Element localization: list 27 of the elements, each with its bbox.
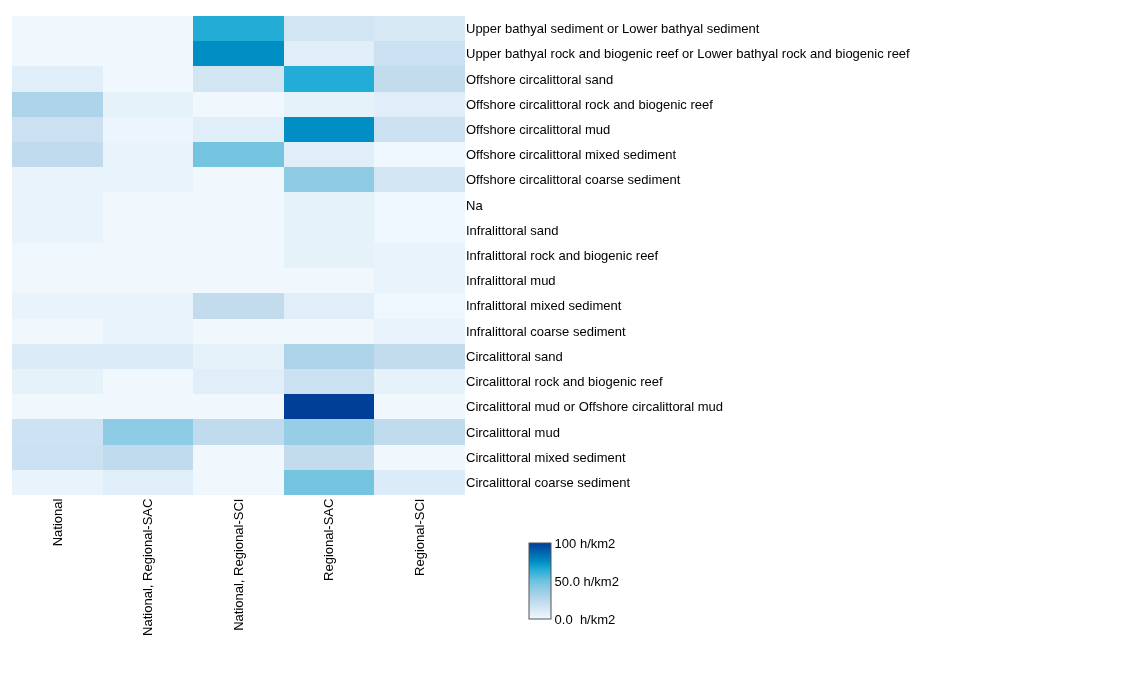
- y-tick-label: Na: [466, 197, 484, 213]
- y-tick-label: Offshore circalittoral rock and biogenic reef: [466, 96, 714, 112]
- y-tick-label: Offshore circalittoral mixed sediment: [466, 147, 677, 163]
- color-bar-label: 50.0 h/km2: [554, 573, 619, 589]
- y-tick-label: Circalittoral rock and biogenic reef: [466, 374, 663, 390]
- color-bar-label: 0.0 h/km2: [554, 611, 616, 627]
- y-tick-label: Infralittoral sand: [466, 222, 559, 238]
- y-tick-label: Upper bathyal sediment or Lower bathyal sediment: [466, 21, 760, 37]
- y-tick-label: Circalittoral mud: [466, 424, 560, 440]
- y-tick-label: Offshore circalittoral mud: [466, 122, 611, 137]
- y-tick-label: Offshore circalittoral sand: [466, 71, 614, 87]
- x-tick-label: Regional-SAC: [321, 498, 337, 581]
- color-bar-label: 100 h/km2: [554, 535, 616, 551]
- y-tick-label: Upper bathyal rock and biogenic reef or Lower bathyal rock and biogenic reef: [466, 46, 911, 62]
- y-tick-label: Circalittoral coarse sediment: [466, 474, 631, 490]
- y-tick-label: Circalittoral mud or Offshore circalittoral mud: [466, 399, 723, 415]
- x-tick-label: National, Regional-SAC: [140, 498, 156, 636]
- y-tick-label: Infralittoral mixed sediment: [466, 298, 622, 314]
- x-tick-label: Regional-SCI: [411, 498, 427, 576]
- y-tick-label: Infralittoral mud: [466, 273, 556, 289]
- y-tick-label: Infralittoral rock and biogenic reef: [466, 248, 659, 264]
- x-tick-label: National: [49, 498, 65, 547]
- y-tick-label: Offshore circalittoral coarse sediment: [466, 172, 681, 188]
- y-tick-label: Circalittoral sand: [466, 348, 563, 364]
- x-tick-label: National, Regional-SCI: [230, 498, 246, 631]
- y-tick-label: Infralittoral coarse sediment: [466, 323, 627, 339]
- y-tick-label: Circalittoral mixed sediment: [466, 449, 627, 465]
